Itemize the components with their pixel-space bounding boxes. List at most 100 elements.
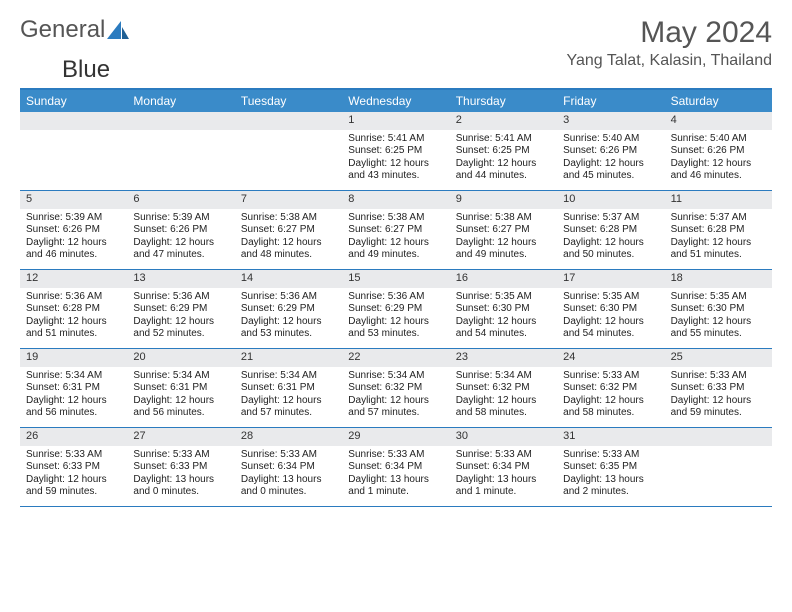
day-info: Sunrise: 5:33 AMSunset: 6:32 PMDaylight:… bbox=[557, 367, 664, 426]
sunrise-text: Sunrise: 5:38 AM bbox=[348, 212, 443, 225]
date-number: 21 bbox=[235, 349, 342, 367]
day-info: Sunrise: 5:33 AMSunset: 6:34 PMDaylight:… bbox=[342, 446, 449, 505]
sunset-text: Sunset: 6:34 PM bbox=[348, 461, 443, 474]
daylight-text: Daylight: 12 hours and 54 minutes. bbox=[563, 316, 658, 341]
date-number: 13 bbox=[127, 270, 234, 288]
date-number: 1 bbox=[342, 112, 449, 130]
day-cell bbox=[20, 112, 127, 190]
day-cell: 26Sunrise: 5:33 AMSunset: 6:33 PMDayligh… bbox=[20, 428, 127, 506]
day-cell: 27Sunrise: 5:33 AMSunset: 6:33 PMDayligh… bbox=[127, 428, 234, 506]
date-number: 9 bbox=[450, 191, 557, 209]
day-cell: 12Sunrise: 5:36 AMSunset: 6:28 PMDayligh… bbox=[20, 270, 127, 348]
day-info: Sunrise: 5:34 AMSunset: 6:31 PMDaylight:… bbox=[20, 367, 127, 426]
date-number: 20 bbox=[127, 349, 234, 367]
sunset-text: Sunset: 6:28 PM bbox=[671, 224, 766, 237]
sunrise-text: Sunrise: 5:36 AM bbox=[241, 291, 336, 304]
sunrise-text: Sunrise: 5:39 AM bbox=[26, 212, 121, 225]
sunset-text: Sunset: 6:30 PM bbox=[563, 303, 658, 316]
sunrise-text: Sunrise: 5:34 AM bbox=[26, 370, 121, 383]
day-info: Sunrise: 5:35 AMSunset: 6:30 PMDaylight:… bbox=[665, 288, 772, 347]
day-cell: 11Sunrise: 5:37 AMSunset: 6:28 PMDayligh… bbox=[665, 191, 772, 269]
date-number: 8 bbox=[342, 191, 449, 209]
day-info: Sunrise: 5:33 AMSunset: 6:35 PMDaylight:… bbox=[557, 446, 664, 505]
daylight-text: Daylight: 13 hours and 0 minutes. bbox=[133, 474, 228, 499]
daylight-text: Daylight: 12 hours and 56 minutes. bbox=[133, 395, 228, 420]
sunrise-text: Sunrise: 5:38 AM bbox=[456, 212, 551, 225]
date-number: 7 bbox=[235, 191, 342, 209]
day-info: Sunrise: 5:36 AMSunset: 6:28 PMDaylight:… bbox=[20, 288, 127, 347]
day-info: Sunrise: 5:41 AMSunset: 6:25 PMDaylight:… bbox=[342, 130, 449, 189]
date-number: 29 bbox=[342, 428, 449, 446]
sunset-text: Sunset: 6:29 PM bbox=[241, 303, 336, 316]
week-row: 5 Sunrise: 5:39 AMSunset: 6:26 PM Daylight… bbox=[20, 191, 772, 270]
sunset-text: Sunset: 6:28 PM bbox=[26, 303, 121, 316]
day-cell bbox=[665, 428, 772, 506]
date-number: 6 bbox=[127, 191, 234, 209]
sunset-text: Sunset: 6:26 PM bbox=[26, 224, 121, 237]
day-cell: 15Sunrise: 5:36 AMSunset: 6:29 PMDayligh… bbox=[342, 270, 449, 348]
daylight-text: Daylight: 12 hours and 53 minutes. bbox=[241, 316, 336, 341]
daylight-text: Daylight: 12 hours and 55 minutes. bbox=[671, 316, 766, 341]
day-cell: 31Sunrise: 5:33 AMSunset: 6:35 PMDayligh… bbox=[557, 428, 664, 506]
sunrise-text: Sunrise: 5:36 AM bbox=[26, 291, 121, 304]
day-info bbox=[20, 130, 127, 139]
sunset-text: Sunset: 6:34 PM bbox=[241, 461, 336, 474]
week-row: 12Sunrise: 5:36 AMSunset: 6:28 PMDayligh… bbox=[20, 270, 772, 349]
daylight-text: Daylight: 12 hours and 53 minutes. bbox=[348, 316, 443, 341]
day-cell: 20Sunrise: 5:34 AMSunset: 6:31 PMDayligh… bbox=[127, 349, 234, 427]
sunset-text: Sunset: 6:28 PM bbox=[563, 224, 658, 237]
logo-text-2: Blue bbox=[62, 56, 110, 83]
sunset-text: Sunset: 6:25 PM bbox=[456, 145, 551, 158]
sunset-text: Sunset: 6:27 PM bbox=[456, 224, 551, 237]
date-number bbox=[127, 112, 234, 130]
daylight-text: Daylight: 13 hours and 0 minutes. bbox=[241, 474, 336, 499]
sunrise-text: Sunrise: 5:34 AM bbox=[348, 370, 443, 383]
day-header: Sunday bbox=[20, 90, 127, 112]
day-info: Sunrise: 5:34 AMSunset: 6:31 PMDaylight:… bbox=[127, 367, 234, 426]
sunset-text: Sunset: 6:33 PM bbox=[26, 461, 121, 474]
day-info: Sunrise: 5:38 AMSunset: 6:27 PMDaylight:… bbox=[235, 209, 342, 268]
sunrise-text: Sunrise: 5:33 AM bbox=[671, 370, 766, 383]
day-cell: 17Sunrise: 5:35 AMSunset: 6:30 PMDayligh… bbox=[557, 270, 664, 348]
day-info: Sunrise: 5:33 AMSunset: 6:33 PMDaylight:… bbox=[127, 446, 234, 505]
date-number: 26 bbox=[20, 428, 127, 446]
sunrise-text: Sunrise: 5:41 AM bbox=[456, 133, 551, 146]
sunset-text: Sunset: 6:35 PM bbox=[563, 461, 658, 474]
date-number: 18 bbox=[665, 270, 772, 288]
date-number: 14 bbox=[235, 270, 342, 288]
sunrise-text: Sunrise: 5:35 AM bbox=[671, 291, 766, 304]
sunset-text: Sunset: 6:32 PM bbox=[563, 382, 658, 395]
date-number: 16 bbox=[450, 270, 557, 288]
day-cell bbox=[235, 112, 342, 190]
day-cell: 23Sunrise: 5:34 AMSunset: 6:32 PMDayligh… bbox=[450, 349, 557, 427]
day-cell: 6Sunrise: 5:39 AMSunset: 6:26 PMDaylight… bbox=[127, 191, 234, 269]
date-number: 2 bbox=[450, 112, 557, 130]
date-number: 15 bbox=[342, 270, 449, 288]
sunrise-text: Sunrise: 5:38 AM bbox=[241, 212, 336, 225]
date-number: 3 bbox=[557, 112, 664, 130]
daylight-text: Daylight: 12 hours and 50 minutes. bbox=[563, 237, 658, 262]
sunset-text: Sunset: 6:30 PM bbox=[671, 303, 766, 316]
date-number: 30 bbox=[450, 428, 557, 446]
week-row: 26Sunrise: 5:33 AMSunset: 6:33 PMDayligh… bbox=[20, 428, 772, 507]
logo: General bbox=[20, 16, 129, 44]
date-number: 5 bbox=[20, 191, 127, 209]
day-header-row: Sunday Monday Tuesday Wednesday Thursday… bbox=[20, 90, 772, 112]
day-cell: 8Sunrise: 5:38 AMSunset: 6:27 PMDaylight… bbox=[342, 191, 449, 269]
day-info: Sunrise: 5:33 AMSunset: 6:34 PMDaylight:… bbox=[450, 446, 557, 505]
date-number: 27 bbox=[127, 428, 234, 446]
day-info: Sunrise: 5:36 AMSunset: 6:29 PMDaylight:… bbox=[127, 288, 234, 347]
sunset-text: Sunset: 6:29 PM bbox=[133, 303, 228, 316]
sunset-text: Sunset: 6:34 PM bbox=[456, 461, 551, 474]
daylight-text: Daylight: 12 hours and 59 minutes. bbox=[26, 474, 121, 499]
date-number bbox=[235, 112, 342, 130]
sunset-text: Sunset: 6:29 PM bbox=[348, 303, 443, 316]
sunset-text: Sunset: 6:30 PM bbox=[456, 303, 551, 316]
daylight-text: Daylight: 13 hours and 2 minutes. bbox=[563, 474, 658, 499]
day-info: Sunrise: 5:34 AMSunset: 6:32 PMDaylight:… bbox=[450, 367, 557, 426]
day-cell: 13Sunrise: 5:36 AMSunset: 6:29 PMDayligh… bbox=[127, 270, 234, 348]
day-cell: 7Sunrise: 5:38 AMSunset: 6:27 PMDaylight… bbox=[235, 191, 342, 269]
day-header: Tuesday bbox=[235, 90, 342, 112]
sunset-text: Sunset: 6:33 PM bbox=[671, 382, 766, 395]
sunrise-text: Sunrise: 5:33 AM bbox=[456, 449, 551, 462]
